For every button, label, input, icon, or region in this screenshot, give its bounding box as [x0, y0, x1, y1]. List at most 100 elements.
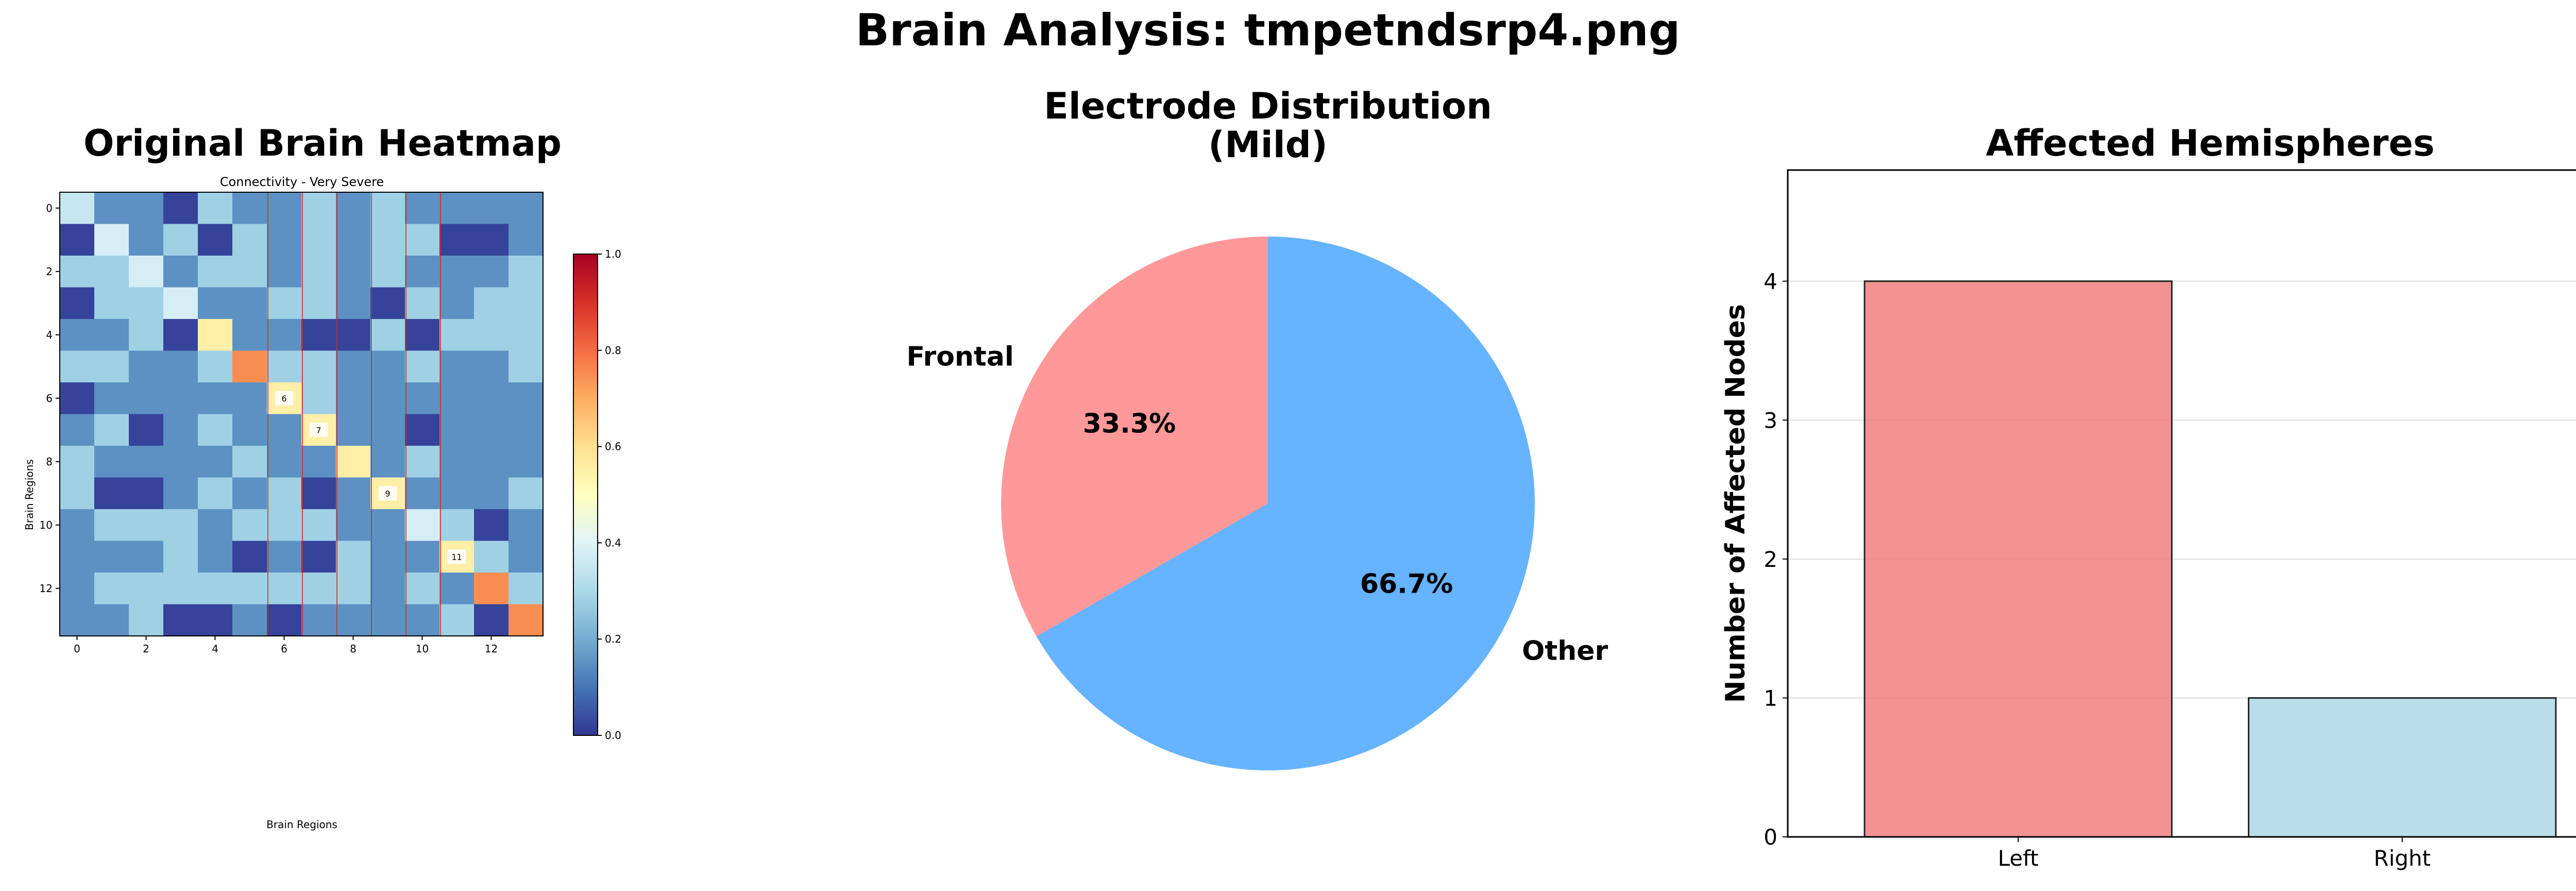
heatmap-cell [509, 604, 544, 636]
heatmap-cell [301, 224, 336, 256]
heatmap-cell [336, 382, 371, 414]
heatmap-cell [405, 604, 440, 636]
heatmap-cell [405, 414, 440, 446]
x-tick-label: 6 [281, 643, 287, 655]
bar-y-tick-label: 2 [1764, 547, 1777, 572]
pie-labels: Frontal 33.3% Other 66.7% [906, 342, 1608, 667]
heatmap-cell [129, 350, 164, 383]
heatmap-cell [129, 287, 164, 320]
annotation-box [309, 423, 328, 438]
heatmap-cell [163, 541, 198, 573]
heatmap-cell [232, 541, 267, 573]
annotation-label: 7 [316, 425, 321, 435]
heatmap-cell [163, 192, 198, 224]
y-tick-label: 4 [46, 329, 53, 341]
heatmap-cell [129, 224, 164, 256]
heatmap-cell [129, 573, 164, 604]
heatmap-cell [370, 382, 405, 414]
pie-pct-frontal: 33.3% [1083, 408, 1176, 439]
heatmap-cell [439, 604, 474, 636]
heatmap-cell [198, 256, 233, 288]
heatmap-cell [405, 256, 440, 288]
heatmap-cell [405, 509, 440, 541]
heatmap-cell [336, 604, 371, 636]
annotation-box [275, 391, 294, 406]
pie-label-other: Other [1522, 635, 1608, 666]
heatmap-cell [509, 319, 544, 351]
heatmap-cell [60, 446, 95, 478]
annotation-label: 6 [281, 394, 286, 404]
colorbar-tick-label: 0.2 [605, 633, 621, 645]
pie-pct-other: 66.7% [1360, 569, 1453, 600]
heatmap-highlight-lines [267, 192, 441, 636]
x-tick-label: 8 [350, 643, 357, 655]
heatmap-frame [59, 192, 544, 636]
heatmap-cell [370, 446, 405, 478]
heatmap-cell [60, 414, 95, 446]
heatmap-cell [267, 192, 302, 224]
heatmap-cell [405, 573, 440, 604]
heatmap-subtitle: Connectivity - Very Severe [220, 175, 384, 189]
heatmap-cell [94, 192, 129, 224]
heatmap-cell [336, 319, 371, 351]
pie-slice-frontal [1001, 237, 1268, 637]
heatmap-cell [370, 224, 405, 256]
heatmap-cell [405, 192, 440, 224]
heatmap-cell [405, 224, 440, 256]
annotation-box [447, 549, 466, 564]
y-tick-label: 10 [40, 519, 53, 531]
heatmap-cell [60, 287, 95, 320]
colorbar-tick-label: 0.6 [605, 441, 621, 453]
bar-panel: Affected Hemispheres 0 1 2 3 4 Left Right Numb… [1720, 122, 2576, 871]
heatmap-cell [370, 319, 405, 351]
heatmap-cell [163, 287, 198, 320]
heatmap-cell [267, 446, 302, 478]
heatmap-cell [267, 477, 302, 510]
heatmap-cell [336, 446, 371, 478]
heatmap-cell [129, 414, 164, 446]
heatmap-axes: 0 2 4 6 8 10 12 0 2 4 6 8 10 12 [40, 192, 544, 655]
heatmap-cell [336, 350, 371, 383]
heatmap-cell [232, 414, 267, 446]
heatmap-cell [163, 350, 198, 383]
heatmap-cell [129, 382, 164, 414]
heatmap-cell [301, 382, 336, 414]
heatmap-cell [336, 224, 371, 256]
annotation-label: 11 [451, 552, 462, 562]
heatmap-cell [301, 509, 336, 541]
heatmap-cell [60, 224, 95, 256]
heatmap-cell [232, 350, 267, 383]
heatmap-cell [301, 541, 336, 573]
heatmap-cell [129, 477, 164, 510]
heatmap-cell [267, 287, 302, 320]
heatmap-cell [509, 256, 544, 288]
bar-y-tick-label: 4 [1764, 269, 1777, 294]
heatmap-cell [198, 414, 233, 446]
heatmap-cell [232, 477, 267, 510]
heatmap-cell [301, 192, 336, 224]
heatmap-cell [370, 192, 405, 224]
heatmap-cell [474, 446, 509, 478]
heatmap-cell [509, 573, 544, 604]
bar-x-tick-label: Right [2374, 846, 2431, 871]
heatmap-cell [509, 287, 544, 320]
heatmap-cell [405, 287, 440, 320]
heatmap-cell [163, 477, 198, 510]
heatmap-cell [405, 382, 440, 414]
heatmap-cell [509, 414, 544, 446]
heatmap-cell [509, 224, 544, 256]
heatmap-cell [439, 350, 474, 383]
heatmap-cell [439, 446, 474, 478]
heatmap-y-axis-label: Brain Regions [23, 459, 36, 530]
heatmap-cell [198, 541, 233, 573]
heatmap-cell [94, 350, 129, 383]
y-tick-label: 6 [46, 392, 53, 405]
heatmap-cell [129, 192, 164, 224]
heatmap-cell [60, 509, 95, 541]
heatmap-cell [198, 446, 233, 478]
heatmap-cell [509, 382, 544, 414]
heatmap-cell [94, 541, 129, 573]
heatmap-cell [267, 319, 302, 351]
heatmap-cell [60, 350, 95, 383]
heatmap-cell [439, 192, 474, 224]
